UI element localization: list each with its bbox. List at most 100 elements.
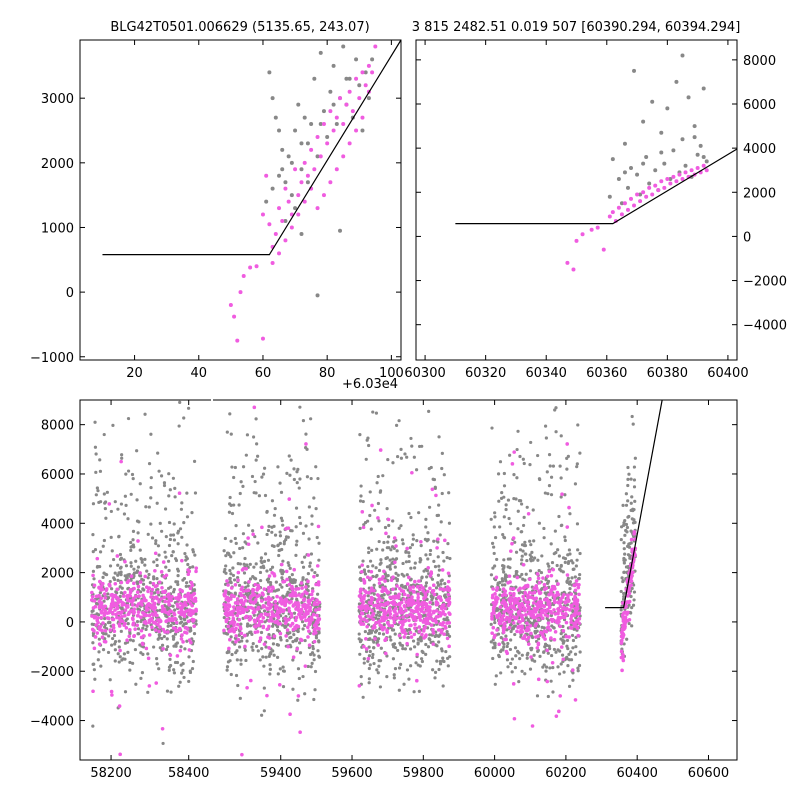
data-point xyxy=(225,617,230,621)
data-point xyxy=(236,578,240,582)
data-point xyxy=(226,551,231,555)
data-point xyxy=(509,661,513,666)
data-point xyxy=(276,544,280,548)
data-point xyxy=(367,645,371,649)
data-point xyxy=(142,588,146,592)
data-point xyxy=(243,644,247,649)
data-point xyxy=(573,652,578,656)
data-point xyxy=(393,565,397,569)
data-point xyxy=(131,639,135,643)
data-point xyxy=(294,615,299,620)
data-point xyxy=(535,614,540,618)
data-point xyxy=(160,636,164,641)
data-point xyxy=(362,617,366,622)
data-point xyxy=(305,173,310,178)
data-point xyxy=(180,558,184,563)
data-point xyxy=(317,607,321,612)
data-point xyxy=(94,470,98,474)
data-point xyxy=(430,487,435,492)
data-point xyxy=(272,513,277,517)
data-point xyxy=(368,559,373,563)
data-point xyxy=(128,594,132,598)
data-point xyxy=(288,566,292,570)
data-point xyxy=(404,608,408,613)
data-point xyxy=(120,456,124,460)
data-point xyxy=(500,490,504,495)
data-point xyxy=(344,102,349,107)
y-tick-label: −2000 xyxy=(30,665,74,680)
data-point xyxy=(273,599,278,604)
data-point xyxy=(158,618,162,622)
data-point xyxy=(536,617,541,622)
data-point xyxy=(526,642,531,646)
data-point xyxy=(629,576,633,580)
data-point xyxy=(228,303,233,308)
data-point xyxy=(194,612,198,616)
data-point xyxy=(246,584,250,588)
data-point xyxy=(128,638,133,642)
data-point xyxy=(157,600,161,604)
data-point xyxy=(167,617,171,621)
data-point xyxy=(554,714,559,718)
data-point xyxy=(97,650,101,654)
data-point xyxy=(164,647,169,652)
data-point xyxy=(234,634,238,638)
data-point xyxy=(318,154,323,159)
data-point xyxy=(562,605,566,610)
data-point xyxy=(365,624,369,629)
data-point xyxy=(512,496,516,501)
data-point xyxy=(286,561,290,565)
data-point xyxy=(407,575,411,580)
data-point xyxy=(576,423,580,427)
data-point xyxy=(395,549,399,553)
axes-frame-top-left xyxy=(79,39,402,361)
data-point xyxy=(310,514,314,518)
data-point xyxy=(95,612,99,616)
data-point xyxy=(226,649,230,654)
data-point xyxy=(119,611,124,615)
data-point xyxy=(275,594,279,599)
data-point xyxy=(224,554,228,558)
data-point xyxy=(509,638,513,642)
data-point xyxy=(162,595,167,600)
data-point xyxy=(169,533,173,537)
data-point xyxy=(240,585,245,590)
data-point xyxy=(280,547,284,552)
data-point xyxy=(383,638,387,643)
data-point xyxy=(192,589,196,593)
data-point xyxy=(291,580,296,584)
data-point xyxy=(367,606,371,611)
data-point xyxy=(293,618,298,623)
data-point xyxy=(156,544,161,548)
data-point xyxy=(542,526,546,531)
data-point xyxy=(440,605,445,610)
data-point xyxy=(508,591,513,596)
data-point xyxy=(248,591,252,595)
data-point xyxy=(496,472,501,476)
data-point xyxy=(367,591,371,595)
data-point xyxy=(113,659,117,663)
data-point xyxy=(233,536,237,541)
data-point xyxy=(386,600,390,605)
data-point xyxy=(251,648,255,652)
y-tick-label: 2000 xyxy=(743,186,776,201)
data-point xyxy=(179,645,183,649)
data-point xyxy=(578,551,582,556)
data-point xyxy=(553,600,557,605)
data-point xyxy=(299,167,304,172)
data-point xyxy=(262,609,267,613)
data-point xyxy=(123,574,127,578)
data-point xyxy=(382,540,386,545)
data-point xyxy=(245,624,250,628)
data-point xyxy=(622,556,626,561)
data-point xyxy=(306,579,310,584)
data-point xyxy=(116,578,120,582)
data-point xyxy=(557,709,561,714)
data-point xyxy=(157,553,161,557)
data-point xyxy=(374,620,378,625)
data-point xyxy=(121,594,126,598)
data-point xyxy=(409,608,413,613)
data-point xyxy=(410,614,414,619)
data-point xyxy=(178,400,182,404)
data-point xyxy=(552,647,557,652)
